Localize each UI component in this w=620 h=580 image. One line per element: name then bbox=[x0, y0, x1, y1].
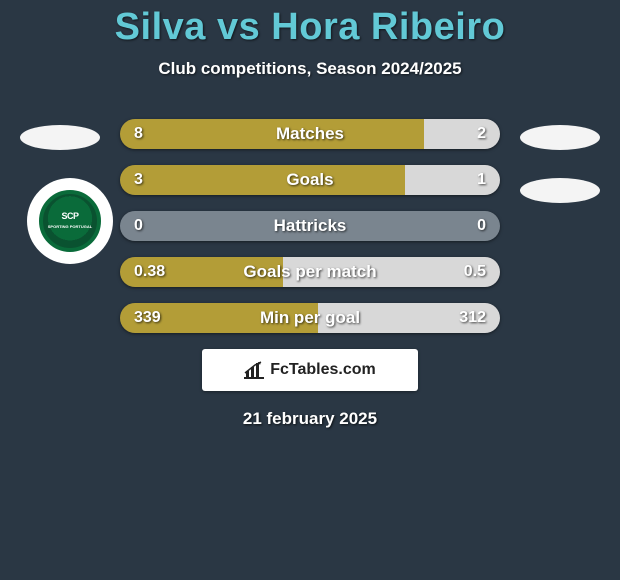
bar-value-left: 0.38 bbox=[134, 263, 165, 281]
subtitle: Club competitions, Season 2024/2025 bbox=[0, 59, 620, 79]
player-left-avatar bbox=[20, 125, 100, 150]
bar-segment-right bbox=[424, 119, 500, 149]
attribution-badge: FcTables.com bbox=[202, 349, 418, 391]
bar-label: Matches bbox=[276, 124, 344, 144]
attribution-brand: FcTables.com bbox=[270, 361, 376, 379]
bar-label: Goals per match bbox=[243, 262, 376, 282]
bar-value-right: 0 bbox=[477, 217, 486, 235]
bar-value-left: 339 bbox=[134, 309, 161, 327]
bar-value-right: 1 bbox=[477, 171, 486, 189]
bar-value-left: 3 bbox=[134, 171, 143, 189]
bar-segment-left bbox=[120, 119, 424, 149]
stat-bar: 8 2 Matches bbox=[120, 119, 500, 149]
bar-label: Goals bbox=[286, 170, 333, 190]
stat-bar: 3 1 Goals bbox=[120, 165, 500, 195]
stat-bar: 0.38 0.5 Goals per match bbox=[120, 257, 500, 287]
comparison-bars: 8 2 Matches 3 1 Goals 0 0 Hattricks 0.38 0.5 Goals … bbox=[120, 119, 500, 333]
bar-label: Hattricks bbox=[274, 216, 347, 236]
club-right-avatar bbox=[520, 178, 600, 203]
bar-chart-icon bbox=[244, 361, 264, 379]
bar-value-right: 312 bbox=[459, 309, 486, 327]
date-label: 21 february 2025 bbox=[0, 409, 620, 429]
bar-value-right: 2 bbox=[477, 125, 486, 143]
player-right-avatar bbox=[520, 125, 600, 150]
stat-bar: 339 312 Min per goal bbox=[120, 303, 500, 333]
bar-value-left: 8 bbox=[134, 125, 143, 143]
club-left-badge: SCP SPORTING PORTUGAL bbox=[27, 178, 113, 264]
club-badge-inner: SCP SPORTING PORTUGAL bbox=[39, 190, 101, 252]
bar-label: Min per goal bbox=[260, 308, 360, 328]
bar-segment-left bbox=[120, 165, 405, 195]
club-badge-text: SCP SPORTING PORTUGAL bbox=[48, 212, 92, 230]
page-title: Silva vs Hora Ribeiro bbox=[0, 6, 620, 49]
stat-bar: 0 0 Hattricks bbox=[120, 211, 500, 241]
bar-value-left: 0 bbox=[134, 217, 143, 235]
bar-value-right: 0.5 bbox=[464, 263, 486, 281]
